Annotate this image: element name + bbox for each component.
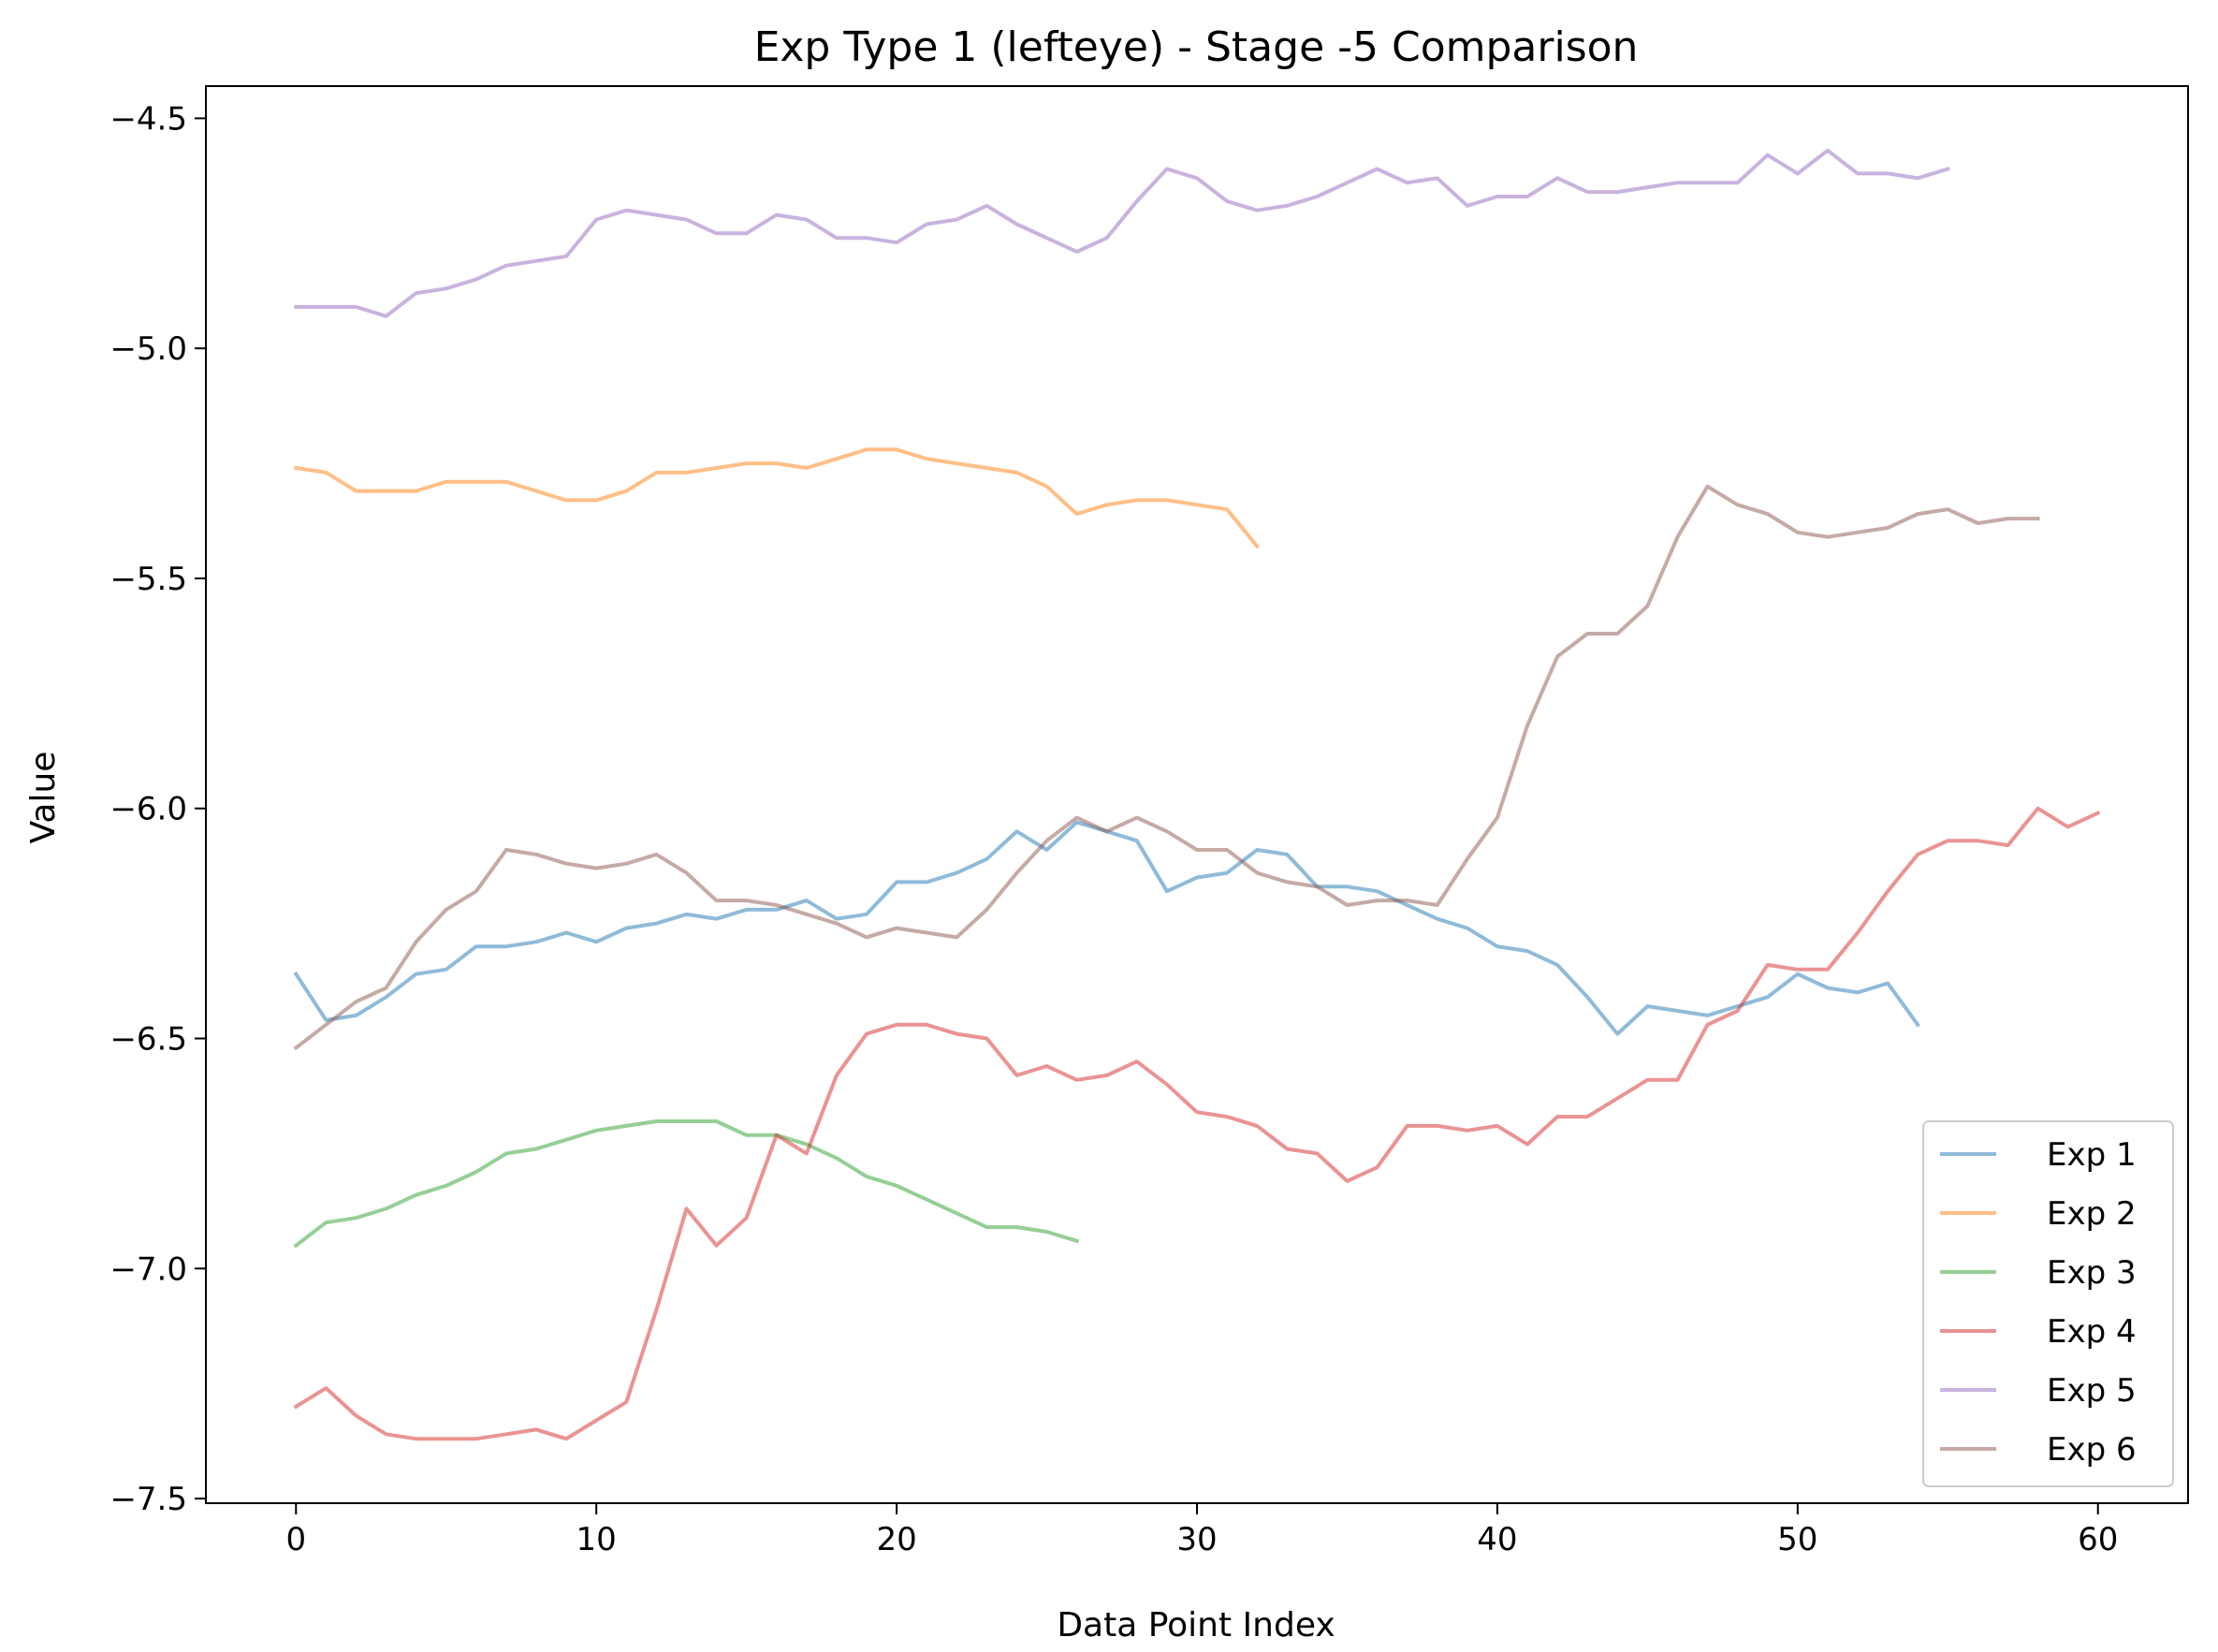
y-tick-label: −6.0	[109, 791, 187, 828]
x-tick-label: 10	[576, 1521, 617, 1558]
legend: Exp 1 Exp 2 Exp 3 Exp 4 Exp 5 Exp 6	[1922, 1120, 2174, 1487]
y-tick-label: −7.0	[109, 1250, 187, 1288]
legend-label-exp-4: Exp 4	[2047, 1313, 2137, 1351]
series-line-exp-3	[293, 1119, 1080, 1249]
axis-ticks: 0 10 20 30 40 50 60 −7.5 −7.0 −6.5 −6.0 −5.5 −5.0 −4.…	[109, 100, 2118, 1558]
legend-label-exp-5: Exp 5	[2047, 1372, 2137, 1410]
x-axis-label: Data Point Index	[1057, 1606, 1335, 1645]
series-line-exp-6	[293, 484, 2040, 1051]
x-tick-label: 0	[285, 1521, 306, 1558]
chart-title: Exp Type 1 (lefteye) - Stage -5 Comparis…	[754, 23, 1639, 71]
legend-label-exp-1: Exp 1	[2047, 1136, 2137, 1174]
x-tick-label: 50	[1777, 1521, 1817, 1558]
legend-label-exp-3: Exp 3	[2047, 1254, 2137, 1292]
x-tick-label: 20	[876, 1521, 916, 1558]
y-tick-label: −4.5	[109, 100, 187, 138]
y-tick-label: −5.0	[109, 330, 187, 368]
x-tick-label: 40	[1477, 1521, 1517, 1558]
y-tick-label: −5.5	[109, 561, 187, 598]
series-line-exp-2	[294, 447, 1261, 549]
y-tick-label: −6.5	[109, 1021, 187, 1059]
x-tick-label: 60	[2078, 1521, 2118, 1558]
x-tick-label: 30	[1176, 1521, 1217, 1558]
plot-area	[293, 148, 2101, 1441]
series-line-exp-5	[294, 148, 1950, 318]
y-axis-label: Value	[24, 752, 63, 844]
y-tick-label: −7.5	[109, 1481, 187, 1518]
legend-label-exp-2: Exp 2	[2047, 1195, 2137, 1233]
series-line-exp-4	[293, 806, 2101, 1441]
legend-label-exp-6: Exp 6	[2047, 1431, 2137, 1469]
